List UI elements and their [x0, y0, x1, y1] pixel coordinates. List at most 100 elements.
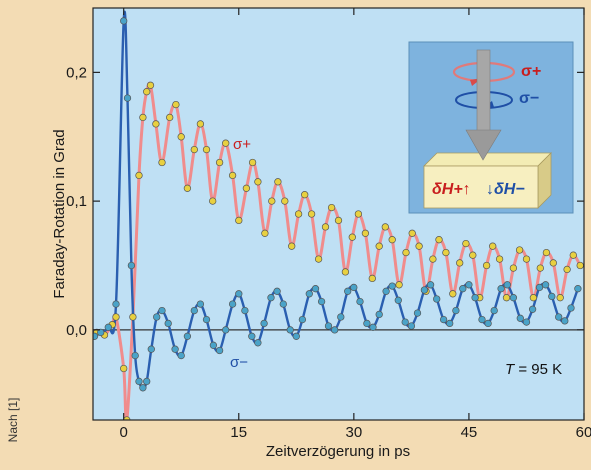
x-tick-label: 15: [230, 424, 247, 441]
data-point: [215, 346, 224, 355]
data-point: [261, 229, 269, 237]
data-point: [415, 242, 423, 250]
data-point: [190, 306, 198, 315]
data-point: [482, 261, 491, 270]
data-point: [139, 384, 147, 392]
data-point: [172, 100, 180, 109]
data-point: [235, 290, 243, 298]
data-point: [344, 287, 352, 295]
plot-frame: [92, 7, 585, 421]
data-point: [528, 305, 537, 313]
data-point: [123, 94, 132, 102]
data-point: [190, 145, 198, 154]
data-point: [171, 345, 179, 353]
x-tick-label: 45: [461, 424, 478, 441]
inset-sigma-plus-label: σ+: [521, 63, 541, 80]
data-point: [442, 248, 450, 257]
data-point: [395, 281, 403, 289]
data-point: [375, 242, 383, 250]
data-point: [268, 197, 276, 205]
data-point: [209, 197, 217, 205]
data-point: [515, 246, 524, 254]
data-point: [369, 323, 377, 331]
data-point: [273, 287, 281, 295]
data-point: [301, 191, 309, 199]
data-point: [490, 306, 498, 315]
data-point: [439, 315, 448, 324]
data-point: [361, 229, 370, 237]
data-point: [497, 285, 505, 293]
data-point: [254, 178, 262, 186]
data-point: [563, 265, 571, 274]
data-point: [143, 377, 151, 386]
series-points: [93, 17, 584, 420]
data-point: [311, 285, 320, 293]
data-point: [375, 310, 383, 319]
data-point: [298, 315, 307, 324]
data-point: [462, 239, 470, 248]
data-point: [502, 294, 511, 302]
beam-arrow-icon: [465, 129, 502, 161]
data-point: [177, 133, 185, 141]
data-point: [307, 210, 316, 218]
temperature-annotation: T = 95 K: [505, 361, 562, 378]
data-point: [413, 309, 422, 317]
data-point: [248, 158, 257, 167]
data-point: [495, 255, 504, 263]
data-point: [222, 139, 230, 147]
data-point: [420, 286, 429, 294]
data-point: [459, 285, 467, 293]
data-point: [348, 233, 356, 241]
axis-ticks: 0 15 30 45 60 0,0 0,1 0,2: [66, 8, 591, 441]
y-tick-label: 0,1: [66, 193, 87, 210]
data-point: [509, 294, 518, 302]
data-point: [143, 88, 151, 96]
data-point: [164, 319, 172, 328]
data-point: [536, 264, 544, 272]
data-point: [166, 113, 174, 122]
data-point: [274, 178, 282, 186]
data-point: [281, 197, 289, 205]
data-point: [177, 351, 185, 360]
data-point: [548, 292, 556, 301]
data-point: [469, 251, 477, 259]
inset-dh-plus-label: δH+↑: [432, 181, 471, 198]
data-point: [394, 296, 402, 304]
data-point: [529, 294, 538, 302]
data-point: [337, 313, 345, 321]
series-label-sigma-plus: σ+: [233, 136, 251, 153]
data-point: [556, 294, 564, 302]
data-point: [388, 236, 396, 244]
beam-shaft: [476, 49, 491, 133]
data-point: [381, 223, 389, 231]
data-point: [503, 281, 511, 289]
data-point: [235, 216, 243, 225]
data-point: [561, 317, 569, 325]
data-point: [567, 304, 575, 312]
data-point: [452, 306, 460, 315]
data-point: [435, 236, 443, 244]
data-point: [152, 120, 160, 128]
data-point: [535, 283, 544, 292]
data-point: [228, 171, 237, 180]
data-point: [324, 322, 333, 330]
data-point: [541, 281, 550, 289]
data-point: [202, 315, 211, 324]
data-point: [465, 281, 473, 289]
data-point: [574, 285, 582, 293]
data-point: [209, 341, 218, 349]
inset-dh-minus-label: ↓δH−: [486, 181, 525, 198]
data-point: [129, 313, 137, 321]
y-axis-label: Faraday-Rotation in Grad: [51, 129, 68, 298]
data-point: [382, 287, 390, 295]
data-point: [158, 158, 166, 167]
data-point: [354, 210, 363, 218]
data-point: [131, 351, 139, 360]
data-point: [341, 268, 350, 276]
data-point: [279, 300, 287, 308]
data-point: [334, 216, 343, 225]
data-point: [120, 364, 128, 373]
data-point: [429, 255, 437, 263]
data-point: [576, 261, 584, 270]
